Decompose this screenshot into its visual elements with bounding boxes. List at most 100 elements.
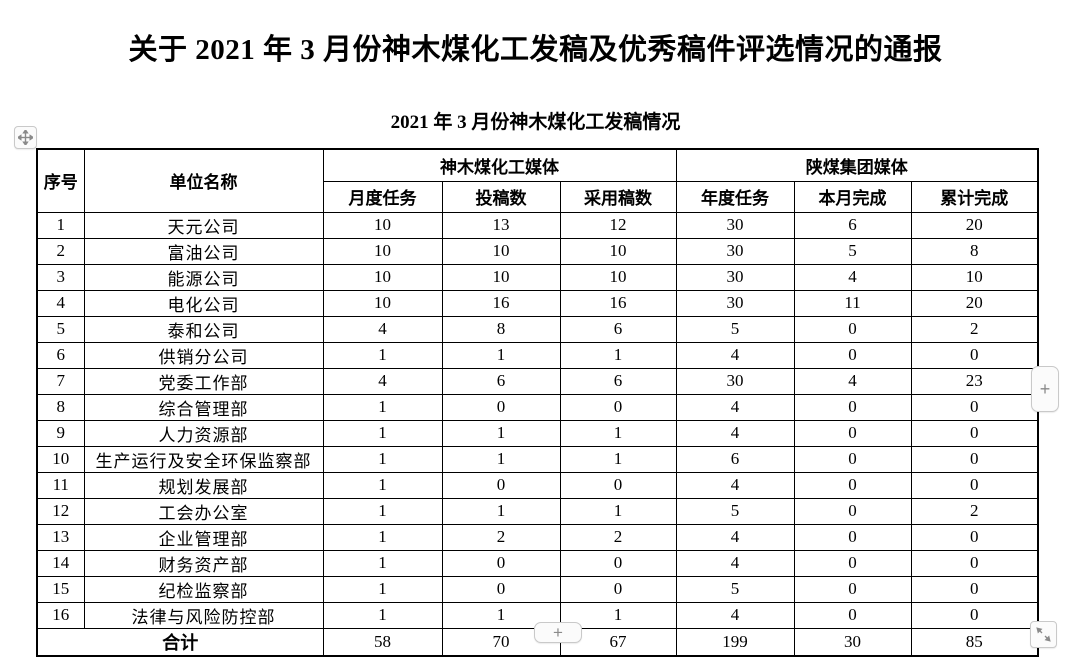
value-cell[interactable]: 4	[793, 367, 912, 395]
table-resize-handle[interactable]	[1030, 621, 1057, 648]
unit-name-cell[interactable]: 规划发展部	[83, 471, 324, 499]
row-index-cell[interactable]: 1	[36, 211, 85, 239]
value-cell[interactable]: 4	[675, 419, 795, 447]
value-cell[interactable]: 0	[910, 601, 1039, 629]
value-cell[interactable]: 0	[910, 549, 1039, 577]
row-index-cell[interactable]: 5	[36, 315, 85, 343]
value-cell[interactable]: 16	[559, 289, 677, 317]
header-sub-column[interactable]: 投稿数	[441, 180, 561, 213]
value-cell[interactable]: 1	[322, 445, 443, 473]
value-cell[interactable]: 0	[793, 575, 912, 603]
value-cell[interactable]: 10	[441, 237, 561, 265]
value-cell[interactable]: 6	[793, 211, 912, 239]
value-cell[interactable]: 0	[910, 419, 1039, 447]
value-cell[interactable]: 4	[675, 471, 795, 499]
unit-name-cell[interactable]: 人力资源部	[83, 419, 324, 447]
value-cell[interactable]: 0	[793, 497, 912, 525]
value-cell[interactable]: 1	[441, 497, 561, 525]
value-cell[interactable]: 1	[441, 445, 561, 473]
value-cell[interactable]: 4	[322, 367, 443, 395]
value-cell[interactable]: 8	[441, 315, 561, 343]
header-sub-column[interactable]: 本月完成	[793, 180, 912, 213]
value-cell[interactable]: 12	[559, 211, 677, 239]
value-cell[interactable]: 1	[322, 419, 443, 447]
header-unit-name[interactable]: 单位名称	[83, 148, 324, 213]
unit-name-cell[interactable]: 法律与风险防控部	[83, 601, 324, 629]
value-cell[interactable]: 8	[910, 237, 1039, 265]
value-cell[interactable]: 6	[559, 315, 677, 343]
unit-name-cell[interactable]: 纪检监察部	[83, 575, 324, 603]
unit-name-cell[interactable]: 工会办公室	[83, 497, 324, 525]
value-cell[interactable]: 0	[793, 393, 912, 421]
value-cell[interactable]: 10	[441, 263, 561, 291]
value-cell[interactable]: 6	[441, 367, 561, 395]
value-cell[interactable]: 1	[322, 341, 443, 369]
row-index-cell[interactable]: 12	[36, 497, 85, 525]
insert-row-button[interactable]: +	[534, 622, 582, 643]
value-cell[interactable]: 11	[793, 289, 912, 317]
value-cell[interactable]: 4	[675, 549, 795, 577]
value-cell[interactable]: 16	[441, 289, 561, 317]
header-sub-column[interactable]: 采用稿数	[559, 180, 677, 213]
value-cell[interactable]: 5	[675, 497, 795, 525]
value-cell[interactable]: 0	[441, 575, 561, 603]
value-cell[interactable]: 10	[910, 263, 1039, 291]
value-cell[interactable]: 4	[322, 315, 443, 343]
value-cell[interactable]: 30	[675, 289, 795, 317]
value-cell[interactable]: 2	[559, 523, 677, 551]
value-cell[interactable]: 0	[793, 445, 912, 473]
value-cell[interactable]: 30	[675, 211, 795, 239]
value-cell[interactable]: 0	[793, 341, 912, 369]
row-index-cell[interactable]: 9	[36, 419, 85, 447]
value-cell[interactable]: 30	[675, 263, 795, 291]
value-cell[interactable]: 2	[910, 315, 1039, 343]
value-cell[interactable]: 1	[322, 471, 443, 499]
value-cell[interactable]: 10	[322, 289, 443, 317]
header-sub-column[interactable]: 月度任务	[322, 180, 443, 213]
value-cell[interactable]: 13	[441, 211, 561, 239]
value-cell[interactable]: 0	[441, 393, 561, 421]
value-cell[interactable]: 0	[793, 471, 912, 499]
value-cell[interactable]: 0	[793, 601, 912, 629]
row-index-cell[interactable]: 10	[36, 445, 85, 473]
value-cell[interactable]: 5	[675, 315, 795, 343]
value-cell[interactable]: 4	[675, 523, 795, 551]
value-cell[interactable]: 4	[675, 341, 795, 369]
unit-name-cell[interactable]: 企业管理部	[83, 523, 324, 551]
value-cell[interactable]: 1	[559, 497, 677, 525]
header-group-shaanmei-media[interactable]: 陕煤集团媒体	[675, 148, 1039, 182]
value-cell[interactable]: 0	[793, 523, 912, 551]
value-cell[interactable]: 0	[559, 575, 677, 603]
value-cell[interactable]: 10	[559, 263, 677, 291]
value-cell[interactable]: 0	[793, 315, 912, 343]
header-sub-column[interactable]: 累计完成	[910, 180, 1039, 213]
value-cell[interactable]: 10	[322, 263, 443, 291]
row-index-cell[interactable]: 16	[36, 601, 85, 629]
unit-name-cell[interactable]: 泰和公司	[83, 315, 324, 343]
total-label-cell[interactable]: 合计	[36, 627, 324, 656]
value-cell[interactable]: 10	[322, 237, 443, 265]
value-cell[interactable]: 2	[441, 523, 561, 551]
value-cell[interactable]: 30	[675, 367, 795, 395]
value-cell[interactable]: 6	[675, 445, 795, 473]
value-cell[interactable]: 0	[441, 471, 561, 499]
value-cell[interactable]: 2	[910, 497, 1039, 525]
row-index-cell[interactable]: 3	[36, 263, 85, 291]
unit-name-cell[interactable]: 党委工作部	[83, 367, 324, 395]
value-cell[interactable]: 20	[910, 289, 1039, 317]
value-cell[interactable]: 0	[910, 471, 1039, 499]
header-group-shenmu-media[interactable]: 神木煤化工媒体	[322, 148, 677, 182]
unit-name-cell[interactable]: 综合管理部	[83, 393, 324, 421]
value-cell[interactable]: 1	[559, 419, 677, 447]
value-cell[interactable]: 5	[793, 237, 912, 265]
value-cell[interactable]: 1	[322, 393, 443, 421]
value-cell[interactable]: 4	[675, 601, 795, 629]
unit-name-cell[interactable]: 天元公司	[83, 211, 324, 239]
value-cell[interactable]: 0	[441, 549, 561, 577]
value-cell[interactable]: 20	[910, 211, 1039, 239]
value-cell[interactable]: 5	[675, 575, 795, 603]
table-move-handle[interactable]	[14, 126, 37, 149]
value-cell[interactable]: 1	[322, 575, 443, 603]
value-cell[interactable]: 23	[910, 367, 1039, 395]
total-value-cell[interactable]: 58	[322, 627, 443, 656]
